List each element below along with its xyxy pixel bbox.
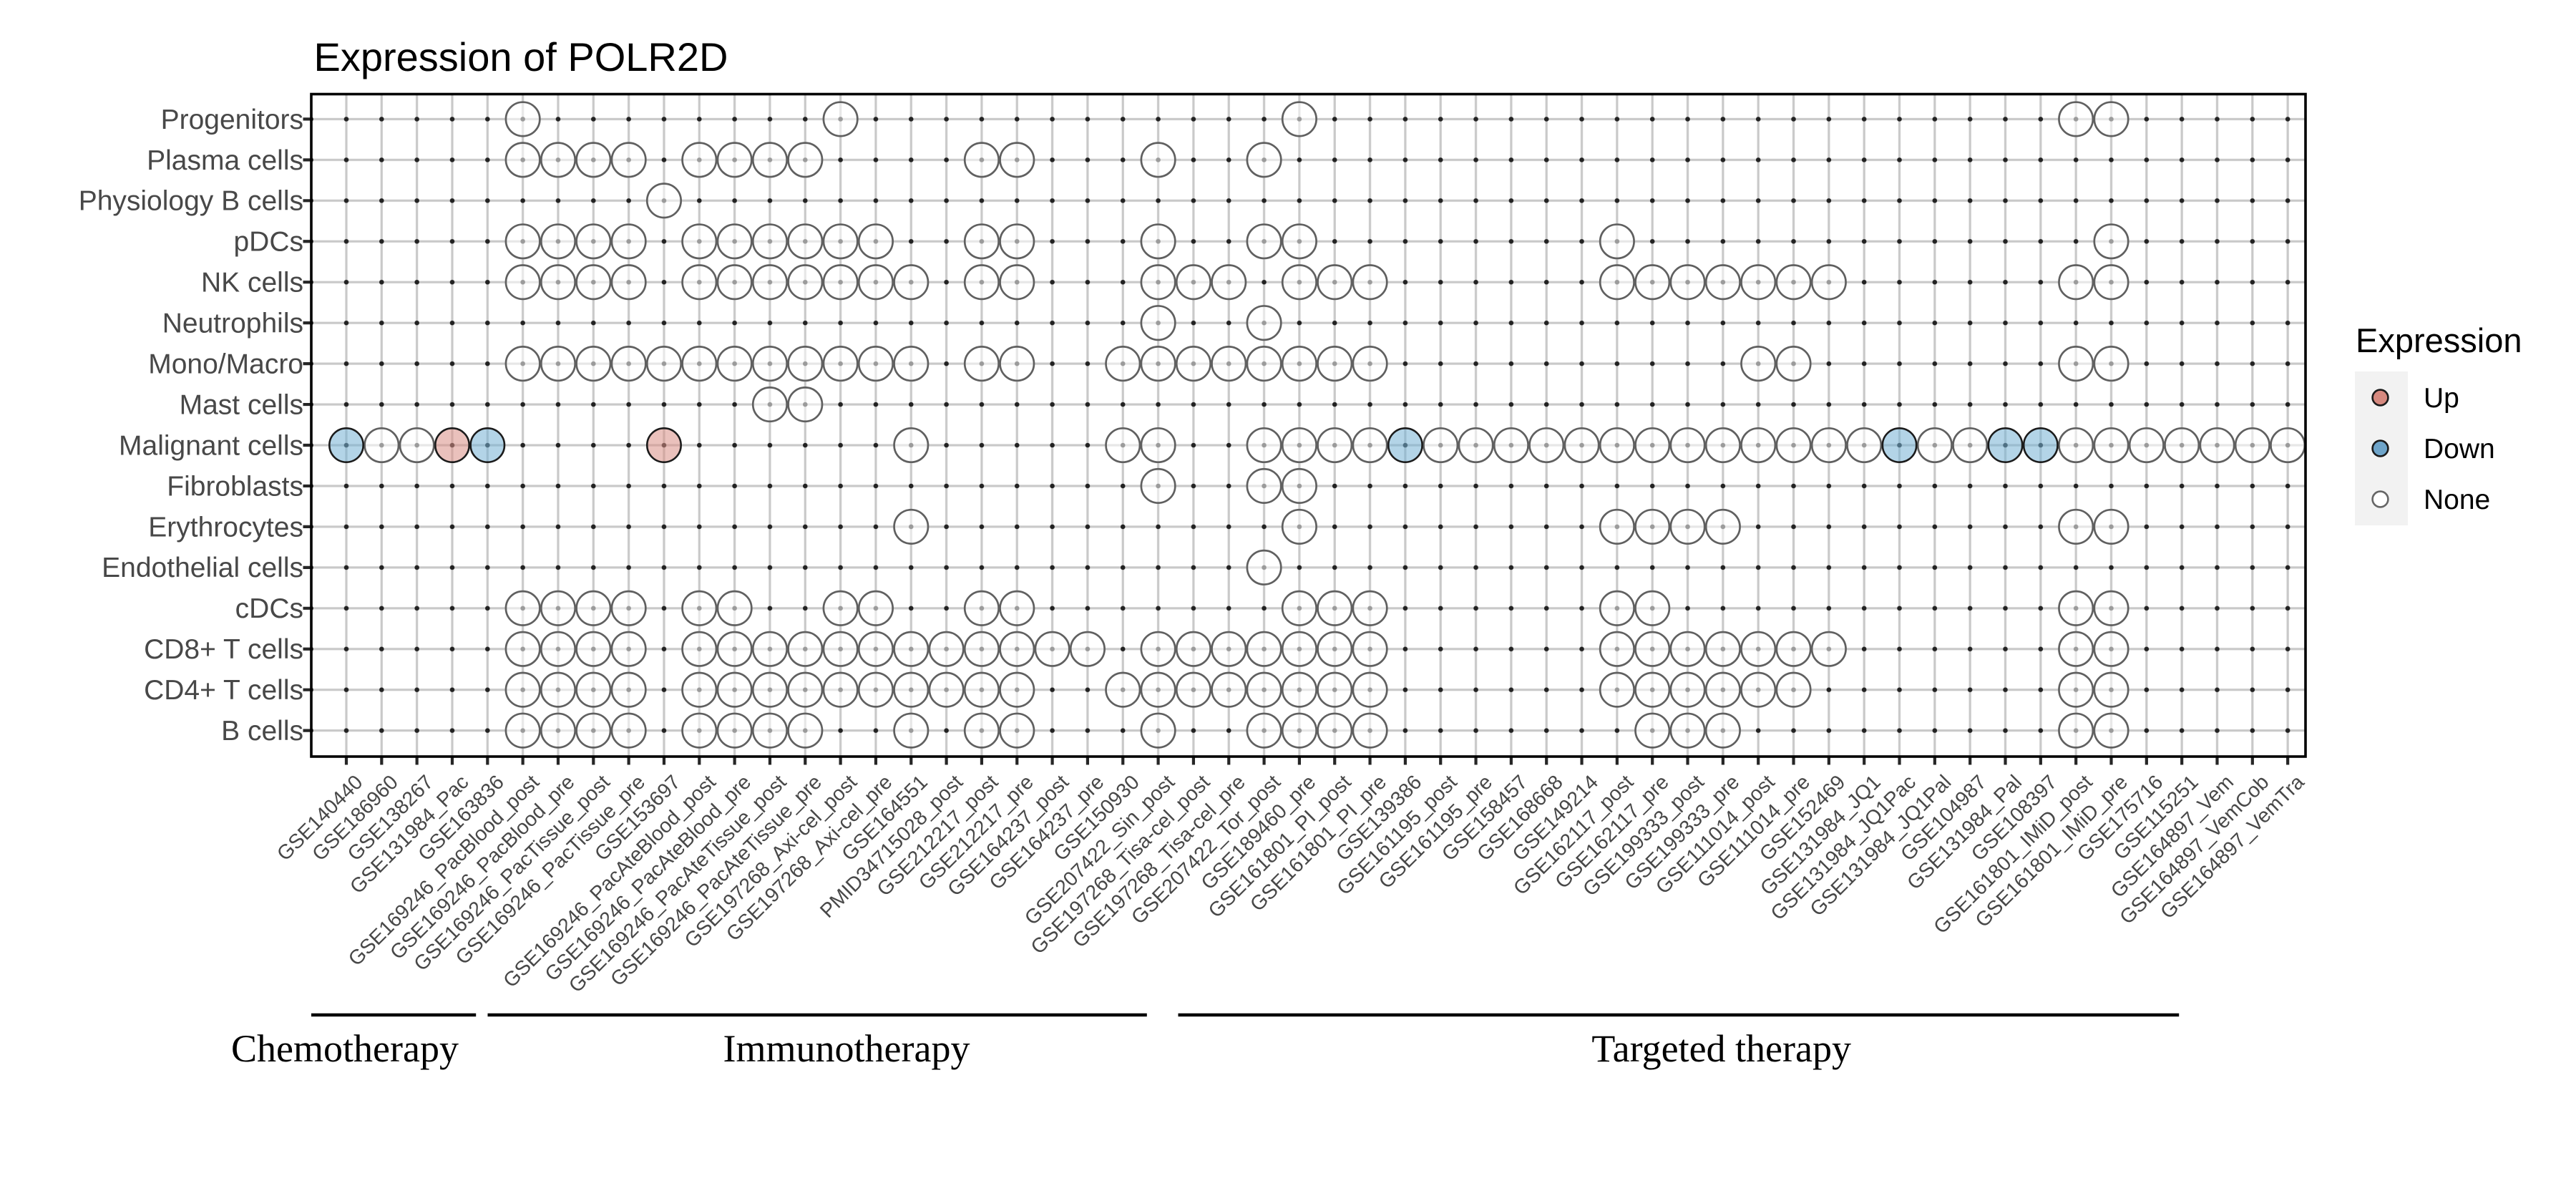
svg-text:Expression of POLR2D: Expression of POLR2D bbox=[314, 34, 728, 79]
svg-text:Immunotherapy: Immunotherapy bbox=[723, 1027, 970, 1070]
svg-text:Down: Down bbox=[2424, 434, 2495, 465]
svg-text:cDCs: cDCs bbox=[235, 593, 303, 624]
svg-text:Mast cells: Mast cells bbox=[180, 390, 303, 421]
svg-text:Malignant cells: Malignant cells bbox=[119, 430, 303, 461]
svg-text:Mono/Macro: Mono/Macro bbox=[148, 349, 303, 380]
svg-text:Plasma cells: Plasma cells bbox=[147, 145, 303, 176]
svg-text:Targeted therapy: Targeted therapy bbox=[1591, 1027, 1851, 1070]
svg-text:CD4+ T cells: CD4+ T cells bbox=[144, 675, 303, 706]
svg-text:Up: Up bbox=[2424, 383, 2459, 414]
svg-text:CD8+ T cells: CD8+ T cells bbox=[144, 634, 303, 665]
svg-text:Progenitors: Progenitors bbox=[161, 105, 303, 135]
svg-text:Neutrophils: Neutrophils bbox=[162, 308, 303, 339]
svg-text:Chemotherapy: Chemotherapy bbox=[231, 1027, 459, 1070]
svg-text:Physiology B cells: Physiology B cells bbox=[79, 186, 303, 217]
svg-text:Fibroblasts: Fibroblasts bbox=[167, 471, 303, 502]
svg-text:Erythrocytes: Erythrocytes bbox=[148, 512, 303, 543]
svg-text:pDCs: pDCs bbox=[233, 227, 303, 258]
svg-text:Expression: Expression bbox=[2356, 321, 2522, 359]
svg-text:Endothelial cells: Endothelial cells bbox=[102, 553, 303, 583]
svg-text:NK cells: NK cells bbox=[201, 268, 303, 298]
svg-text:B cells: B cells bbox=[221, 716, 303, 747]
svg-text:None: None bbox=[2424, 485, 2490, 515]
